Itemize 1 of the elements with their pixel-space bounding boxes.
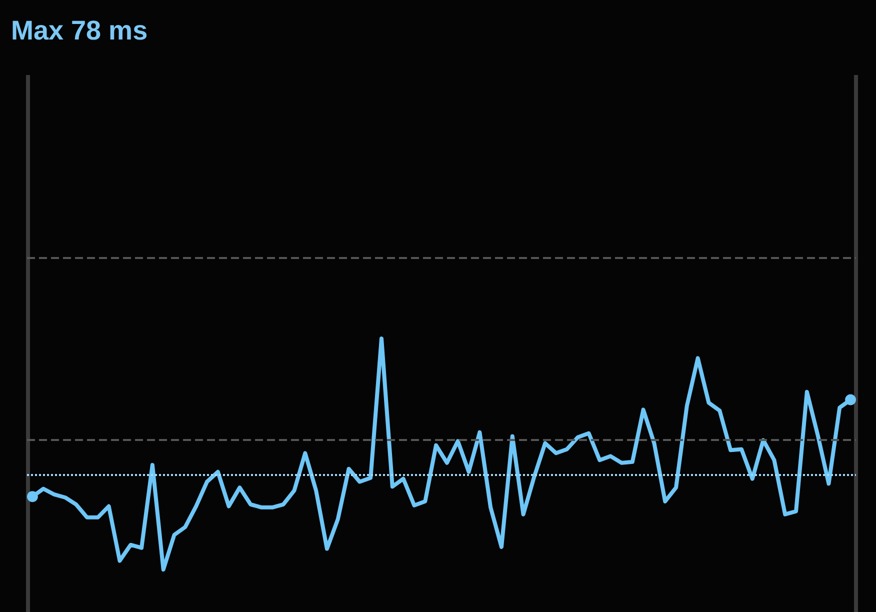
chart-title: Max 78 ms xyxy=(11,16,148,46)
